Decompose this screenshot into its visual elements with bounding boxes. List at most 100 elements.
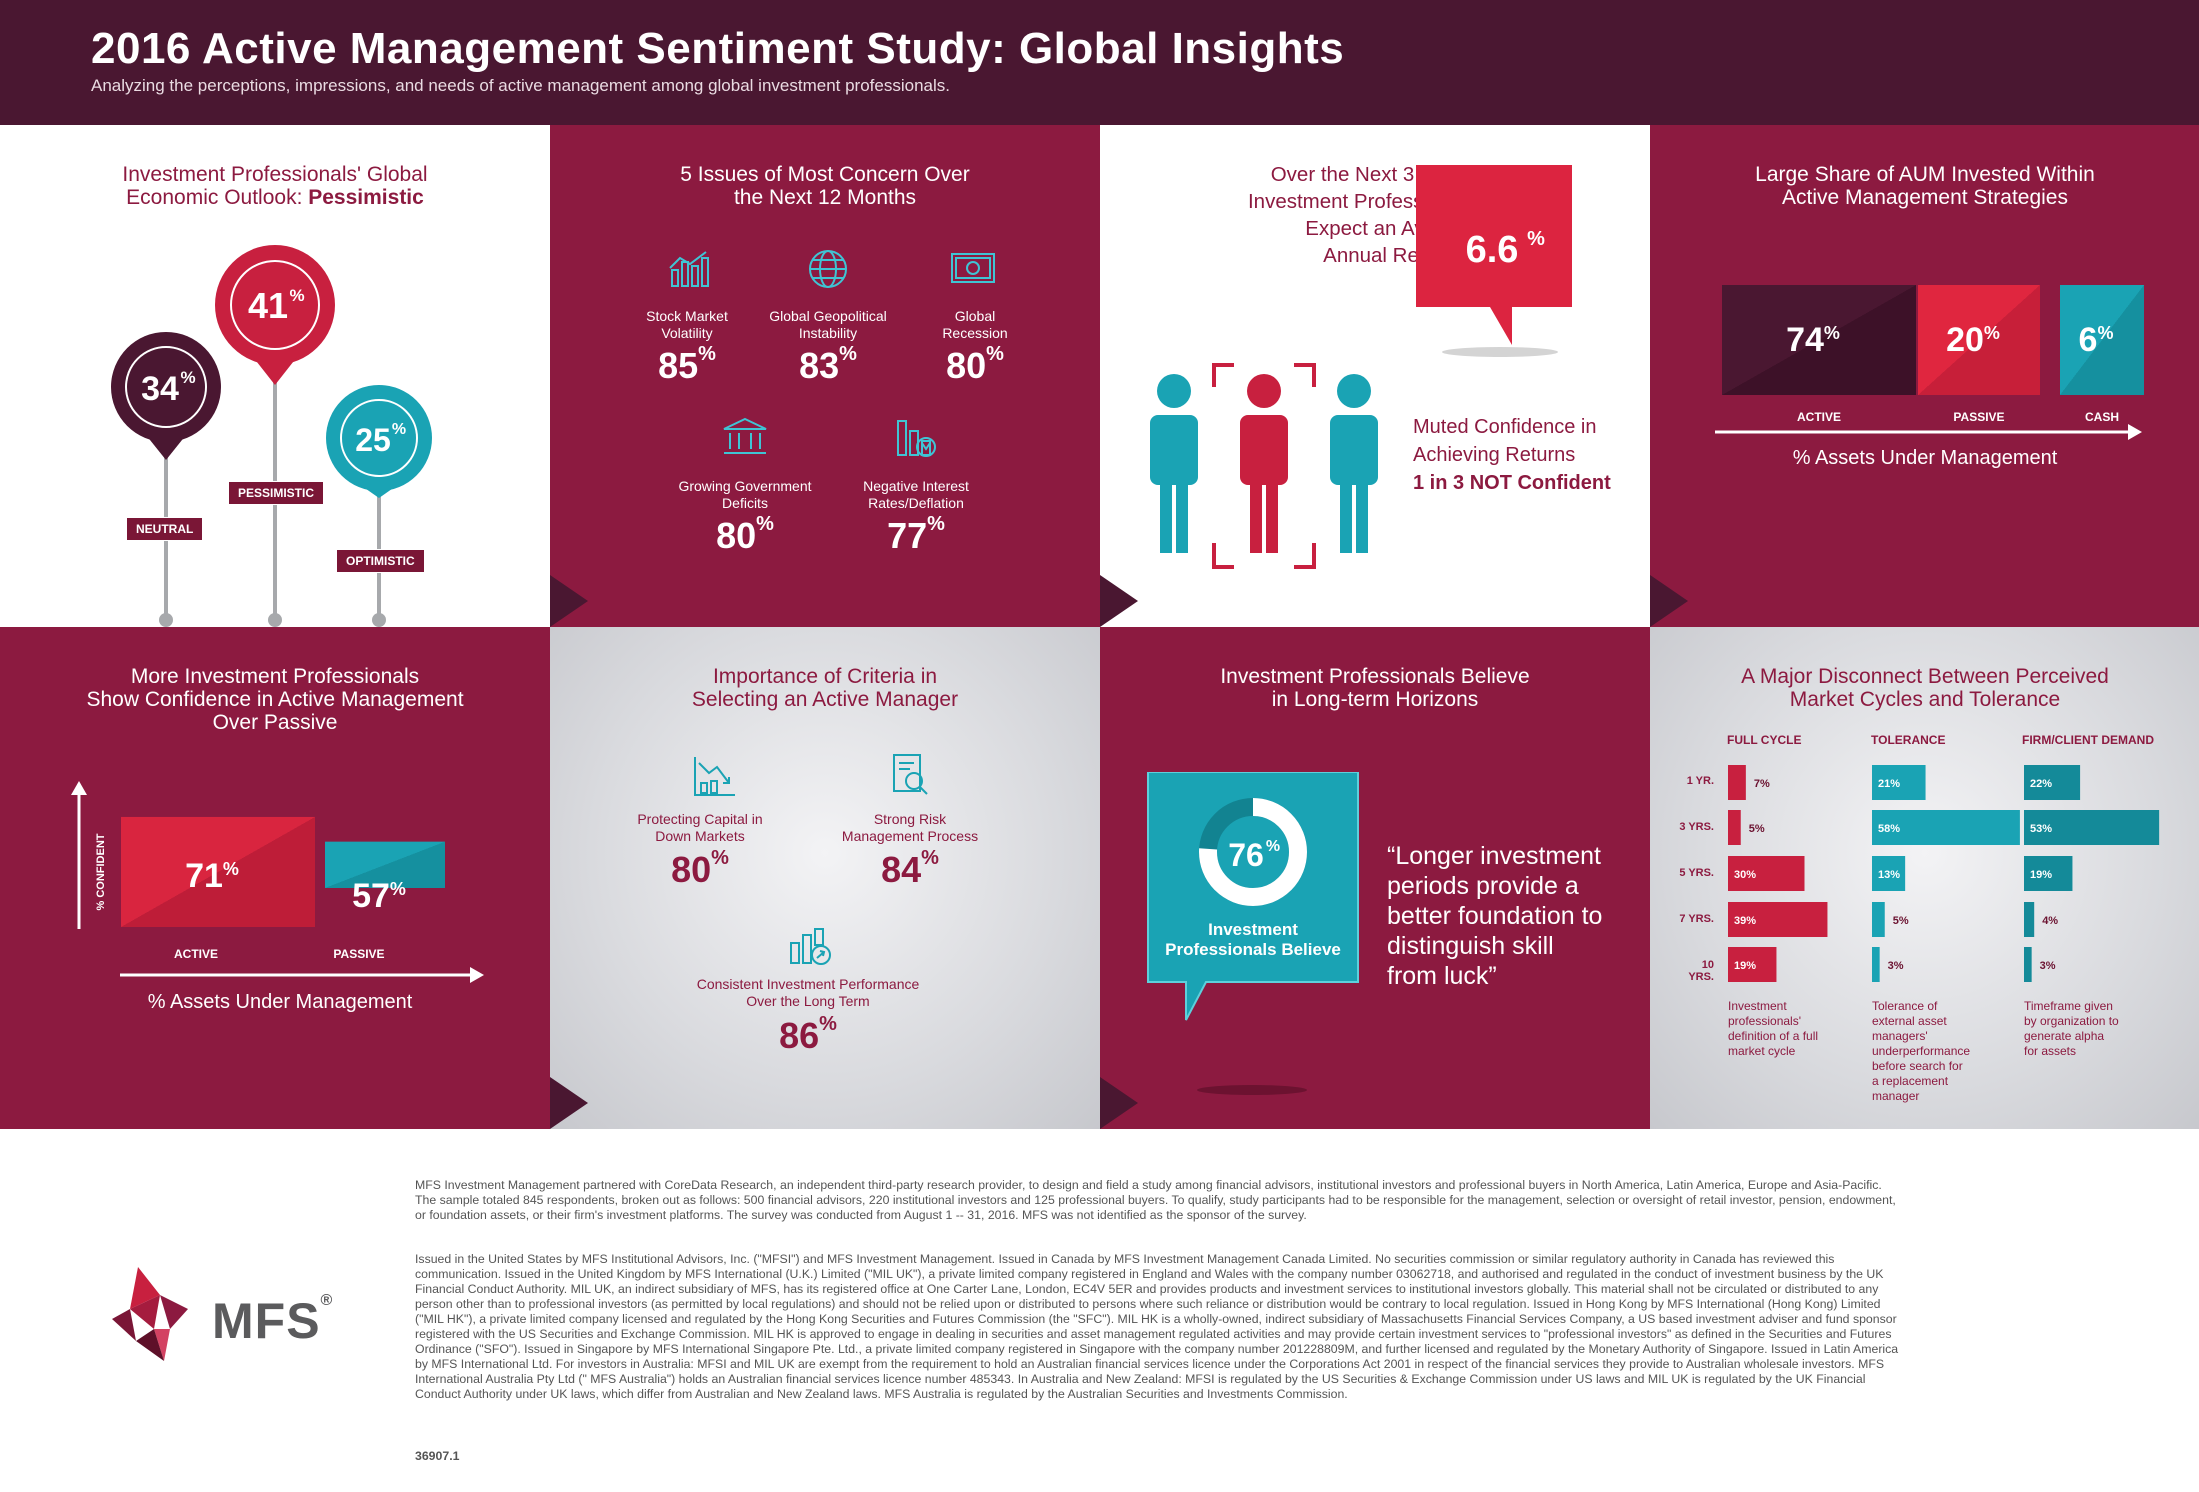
pin-value-pessimistic: 41 xyxy=(248,285,288,326)
disc-bar-full-cycle-1 xyxy=(1728,810,1741,845)
horizons-title-1: Investment Professionals Believe xyxy=(1220,665,1530,688)
pin-base-optimistic xyxy=(372,613,386,627)
confidence-x-arrow xyxy=(470,967,484,983)
aum-label-cash: CASH xyxy=(2085,410,2119,424)
confidence-bar-active xyxy=(121,816,315,927)
outlook-title-1: Investment Professionals' Global xyxy=(122,163,428,186)
disc-value-full-cycle-1: 5% xyxy=(1749,823,1765,835)
pin-optimistic: 25 % xyxy=(326,385,432,498)
disc-value-firm-demand-2: 19% xyxy=(2030,869,2052,881)
criteria-label-consistent: Consistent Investment Performance Over th… xyxy=(696,976,920,1009)
pin-base-pessimistic xyxy=(268,613,282,627)
note-tolerance: Tolerance of external asset managers' under… xyxy=(1872,999,1971,1103)
pin-label-neutral: NEUTRAL xyxy=(126,517,204,541)
issue-value-negative-rates: 77% xyxy=(887,513,945,556)
disc-value-full-cycle-4: 19% xyxy=(1734,960,1756,972)
person-icon-right xyxy=(1330,374,1378,553)
banknote-icon xyxy=(951,253,995,283)
confidence-xlabel: % Assets Under Management xyxy=(147,991,413,1013)
criteria-title-2: Selecting an Active Manager xyxy=(691,688,959,711)
row-label-1yr: 1 YR. xyxy=(1686,775,1714,787)
horizons-pct: % xyxy=(1266,838,1280,855)
disconnect-title-1: A Major Disconnect Between Perceived xyxy=(1741,665,2109,688)
aum-label-passive: PASSIVE xyxy=(1953,410,2004,424)
aum-title-1: Large Share of AUM Invested Within xyxy=(1755,163,2095,186)
issue-value-stock-volatility: 85% xyxy=(658,343,716,386)
disc-bar-full-cycle-3 xyxy=(1728,902,1828,937)
disc-bar-full-cycle-4 xyxy=(1728,947,1777,982)
highlight-bracket xyxy=(1212,363,1316,569)
horizons-box-line1: Investment xyxy=(1208,920,1298,939)
horizons-quote: “Longer investment periods provide a bette… xyxy=(1387,842,1603,990)
confidence-title-2: Show Confidence in Active Management xyxy=(86,688,464,711)
mfs-logo-text: MFS® xyxy=(212,1292,334,1349)
disc-bar-tolerance-4 xyxy=(1872,947,1880,982)
footer-disclosures: Issued in the United States by MFS Insti… xyxy=(415,1252,1899,1401)
panel-notch xyxy=(1100,1077,1138,1129)
horizons-box-line2: Professionals Believe xyxy=(1165,940,1341,959)
issues-title-2: the Next 12 Months xyxy=(733,186,917,209)
pin-pct-neutral: % xyxy=(180,368,195,387)
protect-capital-icon xyxy=(694,757,735,796)
disc-value-firm-demand-1: 53% xyxy=(2030,823,2052,835)
row-label-5yrs: 5 YRS. xyxy=(1679,867,1714,879)
note-full-cycle: Investment professionals' definition of a … xyxy=(1728,999,1819,1058)
header-band xyxy=(0,0,2199,125)
disc-value-tolerance-1: 58% xyxy=(1878,823,1900,835)
disc-value-firm-demand-3: 4% xyxy=(2042,915,2058,927)
panel-notch xyxy=(550,1077,588,1129)
disc-value-full-cycle-0: 7% xyxy=(1754,778,1770,790)
page-subtitle: Analyzing the perceptions, impressions, … xyxy=(91,76,950,95)
pin-label-optimistic: OPTIMISTIC xyxy=(336,549,425,573)
disc-value-tolerance-4: 3% xyxy=(1888,960,1904,972)
disc-bar-tolerance-1 xyxy=(1872,810,2020,845)
disc-bar-firm-demand-3 xyxy=(2024,902,2035,937)
series-header-full-cycle: FULL CYCLE xyxy=(1727,733,1802,747)
disc-value-tolerance-3: 5% xyxy=(1893,915,1909,927)
risk-document-icon xyxy=(893,754,928,795)
return-pct: % xyxy=(1527,228,1545,250)
criteria-value-protect-capital: 80% xyxy=(671,847,729,890)
outlook-title-emph: Pessimistic xyxy=(308,186,424,209)
confidence-title-3: Over Passive xyxy=(212,711,338,734)
aum-axis-label: % Assets Under Management xyxy=(1792,447,2058,469)
criteria-label-protect-capital: Protecting Capital in Down Markets xyxy=(637,811,763,844)
issue-label-deficits: Growing Government Deficits xyxy=(678,478,812,511)
pin-base-neutral xyxy=(159,613,173,627)
disc-value-full-cycle-3: 39% xyxy=(1734,915,1756,927)
horizons-title-2: in Long-term Horizons xyxy=(1271,688,1479,711)
panel-confidence: More Investment Professionals Show Confi… xyxy=(0,627,550,1129)
aum-bar-cash xyxy=(2060,285,2144,395)
criteria-value-risk: 84% xyxy=(881,847,939,890)
pin-value-neutral: 34 xyxy=(141,370,179,408)
muted-confidence-text: Muted Confidence in Achieving Returns 1 … xyxy=(1413,416,1611,494)
criteria-label-risk: Strong Risk Management Process xyxy=(841,811,979,844)
page-title: 2016 Active Management Sentiment Study: … xyxy=(91,24,1345,73)
confidence-y-arrow xyxy=(71,781,87,795)
issue-label-negative-rates: Negative Interest Rates/Deflation xyxy=(863,478,969,511)
confidence-value-passive: 57% xyxy=(352,877,406,915)
confidence-people-figure xyxy=(1150,363,1378,569)
issue-value-geopolitical: 83% xyxy=(799,343,857,386)
disc-value-tolerance-2: 13% xyxy=(1878,869,1900,881)
disc-bar-tolerance-3 xyxy=(1872,902,1885,937)
disconnect-title-2: Market Cycles and Tolerance xyxy=(1789,688,2061,711)
horizons-ring-arc xyxy=(1199,798,1307,906)
disc-value-full-cycle-2: 30% xyxy=(1734,869,1756,881)
series-header-firm-demand: FIRM/CLIENT DEMAND xyxy=(2022,733,2154,747)
issue-label-geopolitical: Global Geopolitical Instability xyxy=(769,308,887,341)
confidence-bar-passive xyxy=(325,841,445,888)
panel-notch xyxy=(550,575,588,627)
aum-axis-arrow xyxy=(2128,424,2142,440)
criteria-title-1: Importance of Criteria in xyxy=(712,665,938,688)
confidence-title-1: More Investment Professionals xyxy=(130,665,420,688)
criteria-value-consistent: 86% xyxy=(779,1013,837,1056)
confidence-label-passive: PASSIVE xyxy=(333,947,384,961)
issues-title-1: 5 Issues of Most Concern Over xyxy=(680,163,970,186)
panel-notch xyxy=(1100,575,1138,627)
issue-label-stock-volatility: Stock Market Volatility xyxy=(646,308,728,341)
horizons-value: 76 xyxy=(1228,837,1264,873)
mfs-logo-mark xyxy=(112,1267,188,1361)
panel-returns: Over the Next 3 Years, Investment Profess… xyxy=(1100,125,1650,627)
